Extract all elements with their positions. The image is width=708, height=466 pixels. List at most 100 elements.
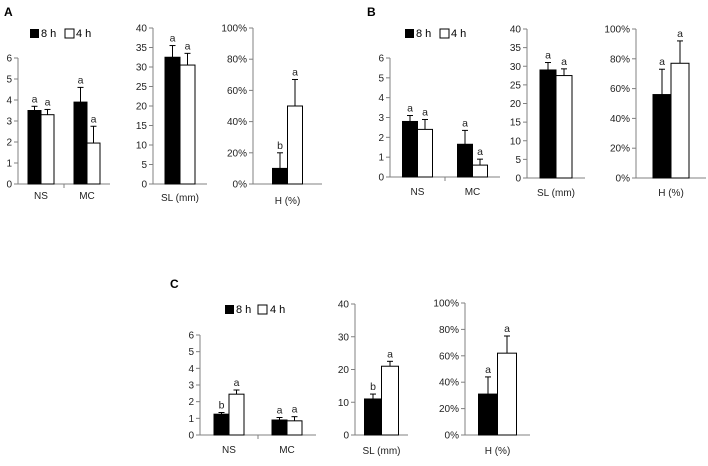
significance-letter: a xyxy=(485,364,491,376)
y-tick-label: 20 xyxy=(510,99,522,110)
legend-c: 8 h 4 h xyxy=(225,304,285,316)
bar-8h xyxy=(457,143,473,178)
y-tick-label: 0 xyxy=(515,174,521,185)
bar-8h xyxy=(272,167,288,185)
panel-label-c: C xyxy=(170,277,179,291)
y-tick-label: 3 xyxy=(378,113,384,124)
bar-4h xyxy=(179,64,196,185)
y-tick-label: 40 xyxy=(136,24,148,35)
bar-4h xyxy=(40,114,55,185)
bar-4h xyxy=(381,365,399,436)
bar-8h xyxy=(539,69,557,179)
bar-4h xyxy=(417,128,433,178)
y-tick-label: 25 xyxy=(136,82,148,93)
y-tick-label: 20% xyxy=(227,148,247,159)
y-tick-label: 20% xyxy=(610,144,630,155)
y-tick-label: 4 xyxy=(6,96,12,107)
y-tick-label: 20 xyxy=(136,102,148,113)
significance-letter: a xyxy=(45,96,51,108)
bar-8h xyxy=(27,110,42,185)
chart-a-3: 0% 20% 40% 60% 80% 100% b a H (%) xyxy=(221,24,322,207)
chart-c-2: 0 10 20 30 40 b a SL (mm) xyxy=(338,300,408,457)
legend-label-8h: 8 h xyxy=(41,28,56,40)
y-tick-label: 0% xyxy=(233,180,248,191)
significance-letter: a xyxy=(32,93,38,105)
significance-letter: a xyxy=(234,377,240,389)
y-tick-label: 10 xyxy=(510,136,522,147)
legend-label-8h: 8 h xyxy=(236,304,251,316)
y-tick-label: 40 xyxy=(338,300,350,311)
x-axis-label: H (%) xyxy=(485,446,511,457)
y-tick-label: 40% xyxy=(439,378,459,389)
y-tick-label: 5 xyxy=(378,73,384,84)
chart-b-2: 0 5 10 15 20 25 30 35 40 aa SL (mm) xyxy=(510,25,585,199)
bar-4h xyxy=(86,142,101,185)
y-tick-label: 10 xyxy=(136,141,148,152)
legend-swatch-8h xyxy=(225,305,234,314)
legend-swatch-4h xyxy=(257,304,268,315)
y-tick-label: 0% xyxy=(445,431,460,442)
bar-8h xyxy=(271,419,288,436)
legend-label-8h: 8 h xyxy=(416,28,431,40)
category-label: MC xyxy=(79,191,95,202)
bar-4h xyxy=(555,75,573,179)
category-label: NS xyxy=(411,187,425,198)
significance-letter: a xyxy=(387,348,393,360)
category-label: NS xyxy=(34,191,48,202)
bar-8h xyxy=(213,413,230,436)
significance-letter: a xyxy=(277,405,283,417)
significance-letter: a xyxy=(170,33,176,45)
y-tick-label: 4 xyxy=(188,364,194,375)
significance-letter: a xyxy=(677,28,683,40)
y-tick-label: 60% xyxy=(439,351,459,362)
bar-8h xyxy=(402,120,418,178)
y-tick-label: 60% xyxy=(610,84,630,95)
y-tick-label: 6 xyxy=(378,54,384,65)
y-tick-label: 100% xyxy=(221,24,247,35)
y-tick-label: 30 xyxy=(136,63,148,74)
bar-4h xyxy=(228,393,245,436)
panel-label-a: A xyxy=(4,5,13,19)
y-tick-label: 2 xyxy=(6,138,12,149)
y-tick-label: 1 xyxy=(188,414,194,425)
panel-label-b: B xyxy=(367,5,376,19)
y-tick-label: 20 xyxy=(338,365,350,376)
significance-letter: b xyxy=(219,400,225,412)
y-tick-label: 5 xyxy=(515,155,521,166)
legend-label-4h: 4 h xyxy=(270,304,285,316)
bar-4h xyxy=(497,352,517,436)
y-tick-label: 80% xyxy=(227,55,247,66)
chart-b-3: 0% 20% 40% 60% 80% 100% a a H (%) xyxy=(604,25,706,199)
y-tick-label: 6 xyxy=(6,54,12,65)
y-tick-label: 60% xyxy=(227,86,247,97)
y-tick-label: 5 xyxy=(141,160,147,171)
y-tick-label: 25 xyxy=(510,80,522,91)
y-tick-label: 40 xyxy=(510,25,522,36)
bar-8h xyxy=(73,101,88,185)
x-axis-label: H (%) xyxy=(275,196,301,207)
y-tick-label: 35 xyxy=(510,43,522,54)
legend-label-4h: 4 h xyxy=(76,28,91,40)
y-tick-label: 4 xyxy=(378,93,384,104)
legend-swatch-4h xyxy=(64,28,75,39)
y-tick-label: 100% xyxy=(433,299,459,310)
bar-8h xyxy=(164,56,181,185)
significance-letter: a xyxy=(78,74,84,86)
significance-letter: b xyxy=(370,381,376,393)
significance-letter: a xyxy=(545,50,551,62)
y-tick-label: 1 xyxy=(6,159,12,170)
y-tick-label: 40% xyxy=(227,117,247,128)
y-tick-label: 0 xyxy=(141,180,147,191)
y-tick-label: 80% xyxy=(439,325,459,336)
significance-letter: a xyxy=(659,56,665,68)
significance-letter: a xyxy=(462,117,468,129)
y-tick-label: 15 xyxy=(510,118,522,129)
legend-a: 8 h 4 h xyxy=(30,28,91,40)
bar-4h xyxy=(472,164,488,178)
y-tick-label: 5 xyxy=(6,75,12,86)
legend-swatch-8h xyxy=(30,29,39,38)
bar-8h xyxy=(652,94,672,179)
